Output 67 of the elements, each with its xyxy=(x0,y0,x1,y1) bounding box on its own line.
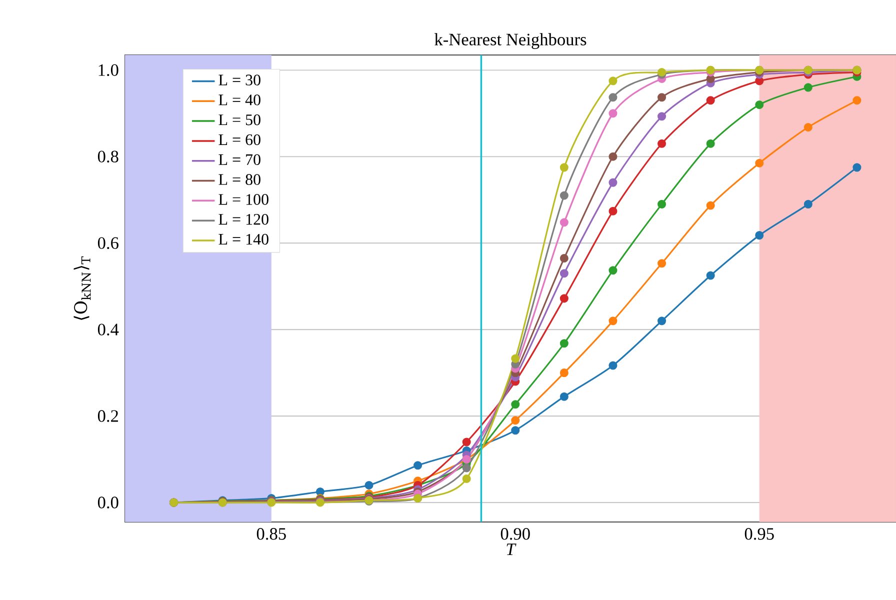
point xyxy=(755,100,764,109)
point xyxy=(608,93,618,102)
point xyxy=(560,339,568,348)
x-tick-label: 0.90 xyxy=(500,528,530,540)
legend-label: L = 140 xyxy=(218,234,268,245)
point xyxy=(608,206,618,216)
legend-label: L = 100 xyxy=(218,194,268,205)
point xyxy=(608,152,618,161)
point xyxy=(755,158,764,168)
y-tick-label: 0.8 xyxy=(98,150,118,163)
y-tick-label: 0.4 xyxy=(98,324,119,336)
point xyxy=(511,354,520,363)
point xyxy=(608,178,618,187)
point xyxy=(706,139,715,148)
point xyxy=(560,269,568,278)
point xyxy=(658,139,666,148)
y-axis-title: ⟨O$_{kNN}$⟩$_{T}$ xyxy=(74,256,91,320)
point xyxy=(706,96,715,105)
point xyxy=(658,200,666,208)
point xyxy=(511,426,520,435)
point xyxy=(706,271,715,280)
point xyxy=(852,96,862,105)
point xyxy=(658,316,666,326)
point xyxy=(462,438,471,446)
point xyxy=(706,201,715,210)
legend-label: L = 30 xyxy=(218,74,260,86)
point xyxy=(658,112,666,121)
point xyxy=(608,266,618,275)
x-tick-label: 0.85 xyxy=(256,528,286,540)
point xyxy=(511,400,520,409)
point xyxy=(560,368,568,378)
point xyxy=(804,122,812,132)
point xyxy=(608,361,618,370)
x-axis-title: T xyxy=(506,544,516,555)
point xyxy=(560,191,568,200)
point xyxy=(608,316,618,326)
point xyxy=(560,294,568,303)
y-tick-label: 0.6 xyxy=(98,237,118,249)
point xyxy=(414,461,422,470)
point xyxy=(755,231,764,240)
legend-label: L = 40 xyxy=(218,94,260,106)
legend-label: L = 120 xyxy=(218,214,268,225)
point xyxy=(316,487,324,496)
point xyxy=(804,200,812,208)
y-tick-label: 0.2 xyxy=(98,410,118,422)
point xyxy=(658,259,666,268)
point xyxy=(364,480,374,490)
x-tick-label: 0.95 xyxy=(744,528,774,540)
point xyxy=(560,392,568,401)
point xyxy=(852,163,862,172)
point xyxy=(560,218,568,227)
point xyxy=(658,93,666,102)
point xyxy=(560,254,568,262)
point xyxy=(462,464,471,472)
point xyxy=(608,109,618,118)
point xyxy=(804,83,812,92)
legend-label: L = 60 xyxy=(218,134,260,146)
point xyxy=(462,474,471,484)
legend-label: L = 80 xyxy=(218,174,260,185)
point xyxy=(511,416,520,425)
y-tick-label: 1.0 xyxy=(98,64,118,76)
point xyxy=(560,163,568,172)
chart-title: k-Nearest Neighbours xyxy=(434,33,586,49)
legend-label: L = 70 xyxy=(218,154,260,166)
point xyxy=(608,76,618,86)
legend-label: L = 50 xyxy=(218,114,260,126)
y-tick-label: 0.0 xyxy=(98,496,118,508)
